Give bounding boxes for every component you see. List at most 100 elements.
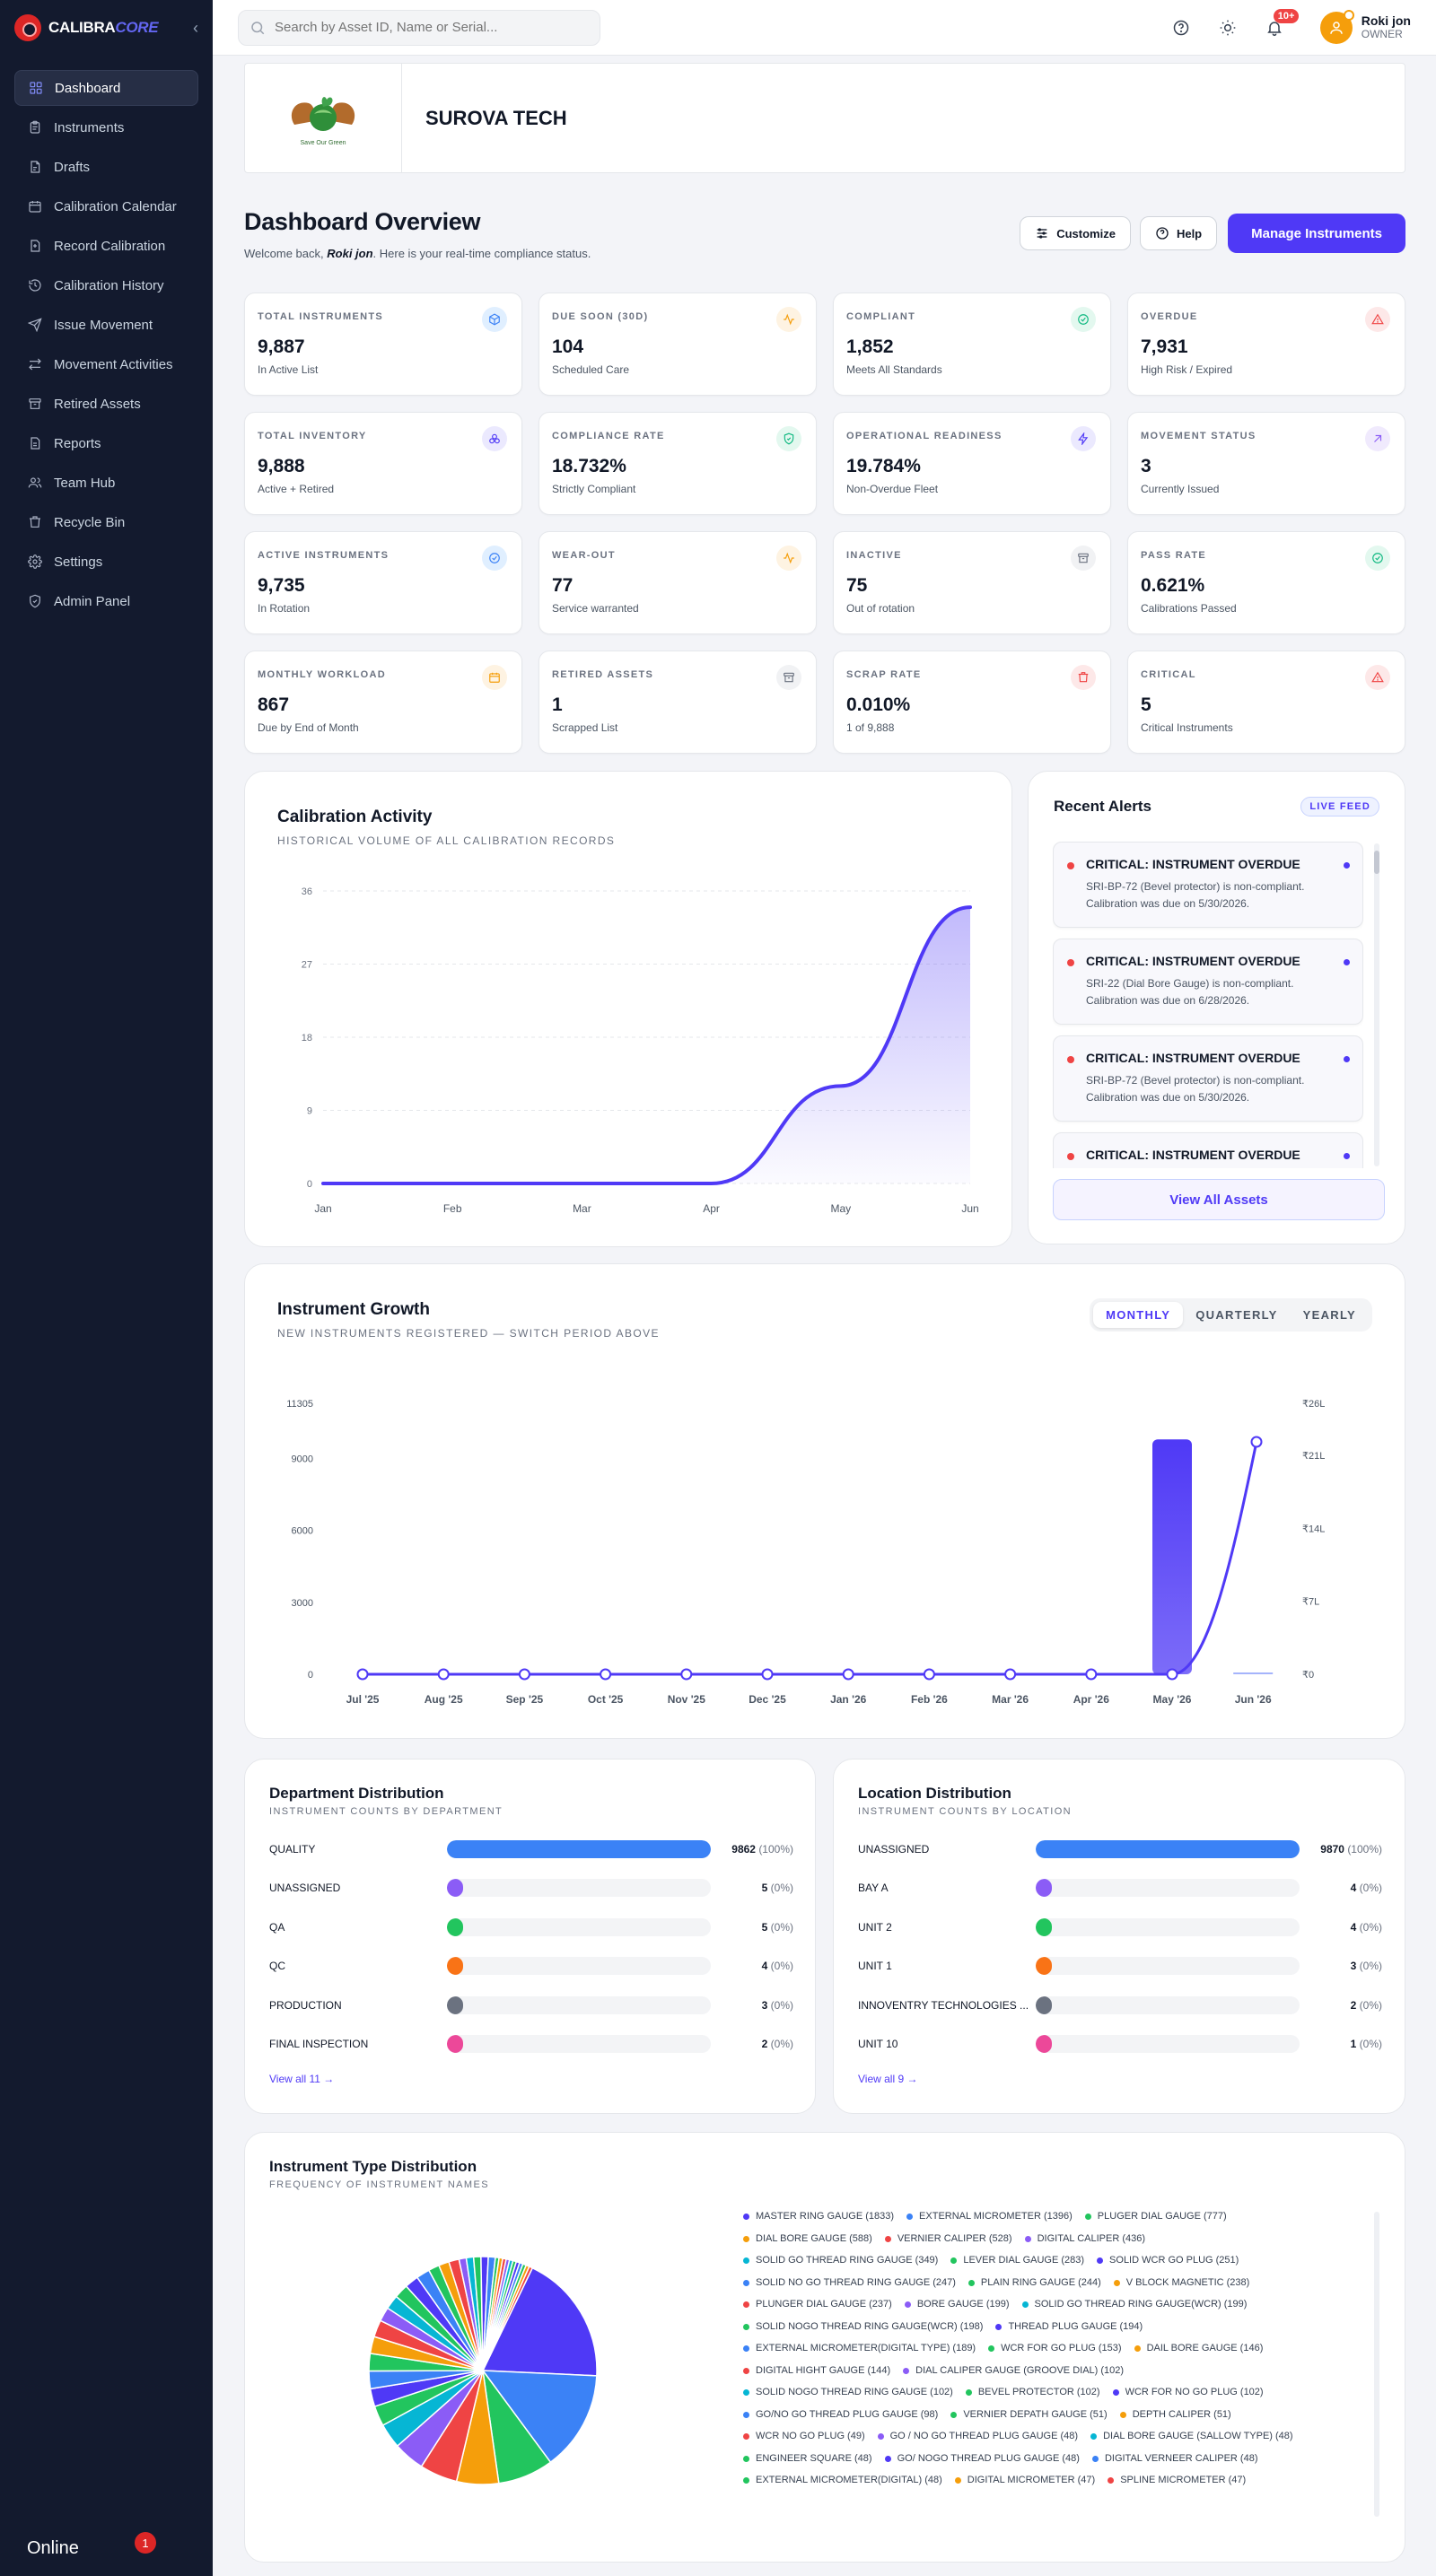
legend-item[interactable]: WCR NO GO PLUG (49) [743, 2430, 865, 2442]
legend-item[interactable]: GO/ NOGO THREAD PLUG GAUGE (48) [884, 2452, 1080, 2465]
user-menu[interactable]: Roki jon OWNER [1319, 9, 1411, 44]
search-input[interactable] [275, 20, 589, 35]
legend-item[interactable]: DIAL CALIPER GAUGE (GROOVE DIAL) (102) [903, 2364, 1124, 2377]
view-all-assets-button[interactable]: View All Assets [1053, 1179, 1385, 1220]
legend-item[interactable]: MASTER RING GAUGE (1833) [743, 2210, 894, 2222]
legend-item[interactable]: SOLID NOGO THREAD RING GAUGE(WCR) (198) [743, 2320, 983, 2333]
alerts-scrollbar[interactable] [1374, 843, 1379, 1166]
online-status[interactable]: Online 1 [0, 2520, 213, 2576]
sidebar-item-settings[interactable]: Settings [14, 544, 198, 580]
bell-icon[interactable]: 10+ [1261, 8, 1300, 41]
stat-card-overdue[interactable]: OVERDUE 7,931 High Risk / Expired [1127, 293, 1405, 396]
legend-item[interactable]: EXTERNAL MICROMETER(DIGITAL TYPE) (189) [743, 2342, 976, 2354]
legend-item[interactable]: PLUGER DIAL GAUGE (777) [1084, 2210, 1227, 2222]
stat-card-compliant[interactable]: COMPLIANT 1,852 Meets All Standards [833, 293, 1111, 396]
stat-card-total-inventory[interactable]: TOTAL INVENTORY 9,888 Active + Retired [244, 412, 522, 515]
legend-item[interactable]: DIAL BORE GAUGE (SALLOW TYPE) (48) [1090, 2430, 1293, 2442]
manage-instruments-button[interactable]: Manage Instruments [1228, 214, 1405, 253]
stat-card-active-instruments[interactable]: ACTIVE INSTRUMENTS 9,735 In Rotation [244, 531, 522, 634]
legend-item[interactable]: SPLINE MICROMETER (47) [1108, 2474, 1246, 2486]
period-quarterly-button[interactable]: QUARTERLY [1195, 1308, 1278, 1322]
x-tick-label: Mar [573, 1202, 591, 1215]
stat-caption: Critical Instruments [1141, 721, 1233, 734]
sidebar-item-retired-assets[interactable]: Retired Assets [14, 386, 198, 422]
stat-card-movement-status[interactable]: MOVEMENT STATUS 3 Currently Issued [1127, 412, 1405, 515]
legend-item[interactable]: WCR FOR GO PLUG (153) [988, 2342, 1122, 2354]
stat-card-total-instruments[interactable]: TOTAL INSTRUMENTS 9,887 In Active List [244, 293, 522, 396]
sidebar-item-movement-activities[interactable]: Movement Activities [14, 346, 198, 382]
legend-line: EXTERNAL MICROMETER(DIGITAL) (48) DIGITAL… [743, 2474, 1362, 2496]
legend-item[interactable]: GO / NO GO THREAD PLUG GAUGE (48) [877, 2430, 1078, 2442]
customize-button[interactable]: Customize [1020, 216, 1131, 250]
legend-item[interactable]: DIGITAL HIGHT GAUGE (144) [743, 2364, 890, 2377]
legend-item[interactable]: LEVER DIAL GAUGE (283) [950, 2254, 1084, 2266]
stat-card-compliance-rate[interactable]: COMPLIANCE RATE 18.732% Strictly Compliant [538, 412, 817, 515]
stat-card-pass-rate[interactable]: PASS RATE 0.621% Calibrations Passed [1127, 531, 1405, 634]
search-box[interactable] [238, 9, 600, 46]
stat-card-due-soon-30d[interactable]: DUE SOON (30D) 104 Scheduled Care [538, 293, 817, 396]
legend-item[interactable]: PLUNGER DIAL GAUGE (237) [743, 2298, 892, 2310]
sidebar-item-calibration-calendar[interactable]: Calibration Calendar [14, 188, 198, 224]
legend-item[interactable]: BORE GAUGE (199) [904, 2298, 1010, 2310]
stat-caption: High Risk / Expired [1141, 363, 1233, 376]
help-circle-icon[interactable] [1168, 14, 1195, 41]
sidebar-item-drafts[interactable]: Drafts [14, 149, 198, 185]
sidebar-item-team-hub[interactable]: Team Hub [14, 465, 198, 501]
stat-card-scrap-rate[interactable]: SCRAP RATE 0.010% 1 of 9,888 [833, 651, 1111, 754]
sidebar-item-instruments[interactable]: Instruments [14, 109, 198, 145]
legend-item[interactable]: DAIL BORE GAUGE (146) [1134, 2342, 1263, 2354]
legend-item[interactable]: DEPTH CALIPER (51) [1119, 2408, 1231, 2421]
legend-item[interactable]: VERNIER DEPATH GAUGE (51) [950, 2408, 1108, 2421]
alerts-list[interactable]: CRITICAL: INSTRUMENT OVERDUE SRI-BP-72 (B… [1053, 842, 1363, 1168]
legend-item[interactable]: GO/NO GO THREAD PLUG GAUGE (98) [743, 2408, 938, 2421]
legend-item[interactable]: BEVEL PROTECTOR (102) [965, 2386, 1100, 2398]
legend-item[interactable]: PLAIN RING GAUGE (244) [968, 2276, 1101, 2289]
alert-item[interactable]: CRITICAL: INSTRUMENT OVERDUE SRI-22 (Dial… [1053, 939, 1363, 1025]
sidebar-item-calibration-history[interactable]: Calibration History [14, 267, 198, 303]
period-monthly-button[interactable]: MONTHLY [1093, 1302, 1184, 1328]
legend-item[interactable]: DIGITAL MICROMETER (47) [954, 2474, 1096, 2486]
collapse-sidebar-icon[interactable]: ‹ [193, 18, 198, 37]
help-button[interactable]: Help [1139, 216, 1218, 250]
sun-icon[interactable] [1214, 14, 1241, 41]
legend-scrollbar[interactable] [1374, 2212, 1379, 2517]
stat-card-wear-out[interactable]: WEAR-OUT 77 Service warranted [538, 531, 817, 634]
sidebar-item-record-calibration[interactable]: Record Calibration [14, 228, 198, 264]
stat-card-retired-assets[interactable]: RETIRED ASSETS 1 Scrapped List [538, 651, 817, 754]
legend-item[interactable]: WCR FOR NO GO PLUG (102) [1112, 2386, 1264, 2398]
view-all-departments-link[interactable]: View all 11 → [269, 2073, 335, 2085]
recent-alerts-title: Recent Alerts [1054, 798, 1151, 815]
legend-item[interactable]: SOLID NOGO THREAD RING GAUGE (102) [743, 2386, 953, 2398]
stat-label: PASS RATE [1141, 550, 1207, 561]
legend-item[interactable]: SOLID NO GO THREAD RING GAUGE (247) [743, 2276, 956, 2289]
alert-item[interactable]: CRITICAL: INSTRUMENT OVERDUE SRI-BP-72 (B… [1053, 842, 1363, 928]
sidebar-item-dashboard[interactable]: Dashboard [14, 70, 198, 106]
legend-item[interactable]: THREAD PLUG GAUGE (194) [995, 2320, 1143, 2333]
sidebar-item-recycle-bin[interactable]: Recycle Bin [14, 504, 198, 540]
y-left-tick-label: 3000 [292, 1598, 313, 1609]
legend-item[interactable]: EXTERNAL MICROMETER(DIGITAL) (48) [743, 2474, 942, 2486]
legend-item[interactable]: VERNIER CALIPER (528) [884, 2232, 1012, 2245]
sidebar-item-admin-panel[interactable]: Admin Panel [14, 583, 198, 619]
stat-card-monthly-workload[interactable]: MONTHLY WORKLOAD 867 Due by End of Month [244, 651, 522, 754]
legend-item[interactable]: EXTERNAL MICROMETER (1396) [906, 2210, 1073, 2222]
legend-item[interactable]: SOLID GO THREAD RING GAUGE (349) [743, 2254, 938, 2266]
sidebar-item-issue-movement[interactable]: Issue Movement [14, 307, 198, 343]
legend-item[interactable]: SOLID WCR GO PLUG (251) [1097, 2254, 1239, 2266]
stat-card-critical[interactable]: CRITICAL 5 Critical Instruments [1127, 651, 1405, 754]
stat-card-inactive[interactable]: INACTIVE 75 Out of rotation [833, 531, 1111, 634]
legend-item[interactable]: SOLID GO THREAD RING GAUGE(WCR) (199) [1021, 2298, 1247, 2310]
stat-card-operational-readiness[interactable]: OPERATIONAL READINESS 19.784% Non-Overdue … [833, 412, 1111, 515]
legend-label: DIGITAL MICROMETER (47) [967, 2475, 1096, 2485]
legend-item[interactable]: DIAL BORE GAUGE (588) [743, 2232, 872, 2245]
alert-item[interactable]: CRITICAL: INSTRUMENT OVERDUE [1053, 1132, 1363, 1168]
alert-item[interactable]: CRITICAL: INSTRUMENT OVERDUE SRI-BP-72 (B… [1053, 1035, 1363, 1122]
brand-name[interactable]: CALIBRACORE [48, 19, 159, 37]
view-all-locations-link[interactable]: View all 9 → [858, 2073, 918, 2085]
legend-item[interactable]: V BLOCK MAGNETIC (238) [1113, 2276, 1249, 2289]
period-yearly-button[interactable]: YEARLY [1302, 1308, 1356, 1322]
legend-item[interactable]: ENGINEER SQUARE (48) [743, 2452, 872, 2465]
legend-item[interactable]: DIGITAL CALIPER (436) [1024, 2232, 1145, 2245]
legend-item[interactable]: DIGITAL VERNEER CALIPER (48) [1091, 2452, 1257, 2465]
sidebar-item-reports[interactable]: Reports [14, 425, 198, 461]
